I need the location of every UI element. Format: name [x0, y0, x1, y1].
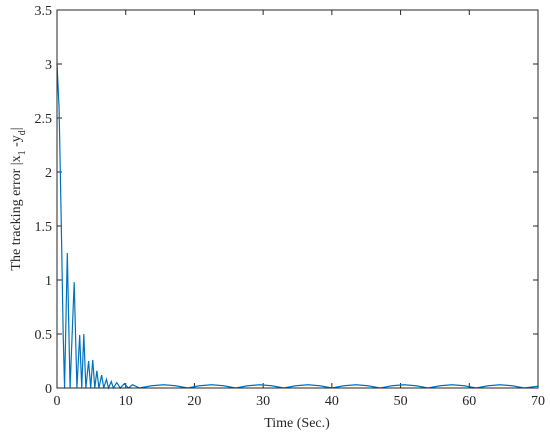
x-tick-label: 30: [256, 394, 270, 409]
x-tick-label: 40: [325, 394, 339, 409]
x-tick-label: 70: [531, 394, 545, 409]
y-tick-label: 1: [45, 274, 52, 289]
y-tick-label: 2: [45, 166, 52, 181]
x-tick-label: 20: [187, 394, 201, 409]
x-tick-label: 10: [119, 394, 133, 409]
plot-area: [57, 10, 538, 388]
y-label-part: -y: [9, 135, 24, 150]
x-tick-label: 0: [54, 394, 61, 409]
y-label-sub: d: [17, 130, 28, 135]
x-tick-label: 60: [462, 394, 476, 409]
x-axis-label: Time (Sec.): [264, 416, 330, 431]
axes-box: [56, 9, 539, 389]
y-tick-label: 2.5: [35, 112, 53, 127]
y-tick-label: 3.5: [35, 4, 53, 19]
y-label-part: |: [9, 127, 24, 130]
y-label-part: The tracking error |x: [9, 155, 24, 270]
y-label-sub: 1: [17, 150, 28, 155]
y-tick-label: 0: [45, 382, 52, 397]
y-axis-label: The tracking error |x1 -yd|: [9, 127, 28, 270]
y-tick-label: 0.5: [35, 328, 53, 343]
y-tick-label: 3: [45, 58, 52, 73]
y-tick-label: 1.5: [35, 220, 53, 235]
x-tick-label: 50: [394, 394, 408, 409]
data-line: [56, 63, 539, 390]
